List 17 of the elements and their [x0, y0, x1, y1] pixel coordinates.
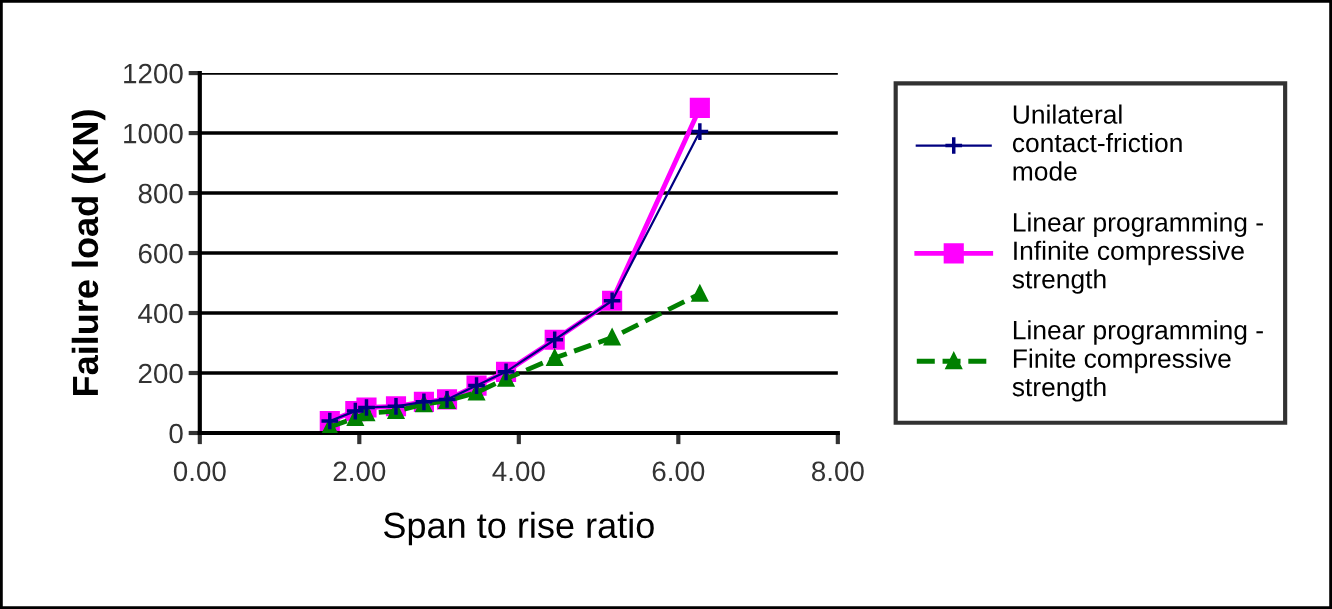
y-tick-label: 400 [138, 303, 183, 324]
y-tick-label: 1000 [124, 123, 183, 144]
legend-label: Linear programming - Infinite compressive strength [1012, 212, 1263, 294]
y-axis-title: Failure load (KN) [71, 110, 106, 396]
y-tick-label: 200 [138, 363, 183, 384]
legend-label: Linear programming - Finite compressive strength [1012, 320, 1263, 402]
y-tick-label: 600 [138, 243, 183, 264]
x-tick-label: 6.00 [652, 461, 705, 482]
x-tick-label: 4.00 [492, 461, 545, 482]
legend-label: Unilateral contact-friction mode [1012, 104, 1182, 181]
y-tick-label: 800 [138, 183, 183, 204]
x-tick-label: 2.00 [333, 461, 386, 482]
y-tick-label: 1200 [124, 63, 183, 84]
x-tick-label: 0.00 [173, 461, 226, 482]
x-tick-label: 8.00 [812, 461, 864, 482]
y-tick-label: 0 [169, 423, 183, 444]
x-axis-title: Span to rise ratio [383, 511, 654, 546]
